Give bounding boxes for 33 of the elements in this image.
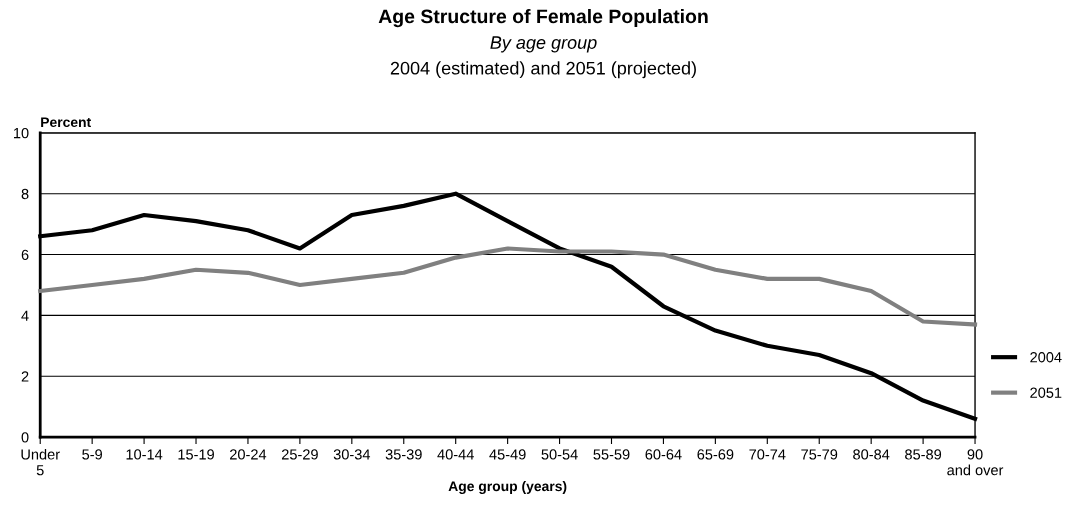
x-tick-label: 35-39 [385, 449, 422, 460]
legend-label: 2004 [1030, 352, 1062, 363]
text: 2004 (estimated) and 2051 (projected) [390, 61, 696, 79]
x-tick-label: 65-69 [697, 449, 734, 460]
x-tick-label: 85-89 [905, 449, 942, 460]
x-tick-label: 90 and over [947, 449, 1004, 476]
y-tick-label: 4 [21, 310, 29, 321]
legend-label: 2051 [1030, 387, 1062, 398]
x-tick-label: 5-9 [82, 449, 102, 460]
x-tick-label: 75-79 [801, 449, 838, 460]
y-tick-label: 2 [21, 371, 29, 382]
x-tick-label: 55-59 [593, 449, 630, 460]
y-axis-title: Percent [41, 117, 91, 128]
x-tick-label: 80-84 [853, 449, 890, 460]
line-series [38, 246, 978, 327]
chart-subtitle: By age group [490, 36, 597, 53]
x-tick-label: 40-44 [437, 449, 474, 460]
x-tick-label: Under 5 [21, 448, 60, 476]
x-axis-title: Age group (years) [448, 480, 567, 494]
x-tick-label: 50-54 [541, 449, 578, 460]
y-tick-label: 8 [21, 188, 29, 200]
x-tick-label: 70-74 [749, 449, 786, 460]
y-tick-label: 10 [14, 127, 29, 139]
x-tick-label: 45-49 [489, 449, 526, 460]
x-tick-label: 10-14 [126, 449, 163, 460]
x-tick-label: 25-29 [281, 449, 318, 460]
y-tick-label: 0 [21, 432, 29, 443]
x-tick-label: 60-64 [645, 449, 682, 460]
x-tick-label: 20-24 [230, 449, 267, 460]
chart-title: Age Structure of Female Population [378, 8, 708, 28]
x-tick-label: 15-19 [178, 449, 214, 460]
y-tick-label: 6 [21, 249, 29, 260]
x-tick-label: 30-34 [333, 449, 371, 460]
